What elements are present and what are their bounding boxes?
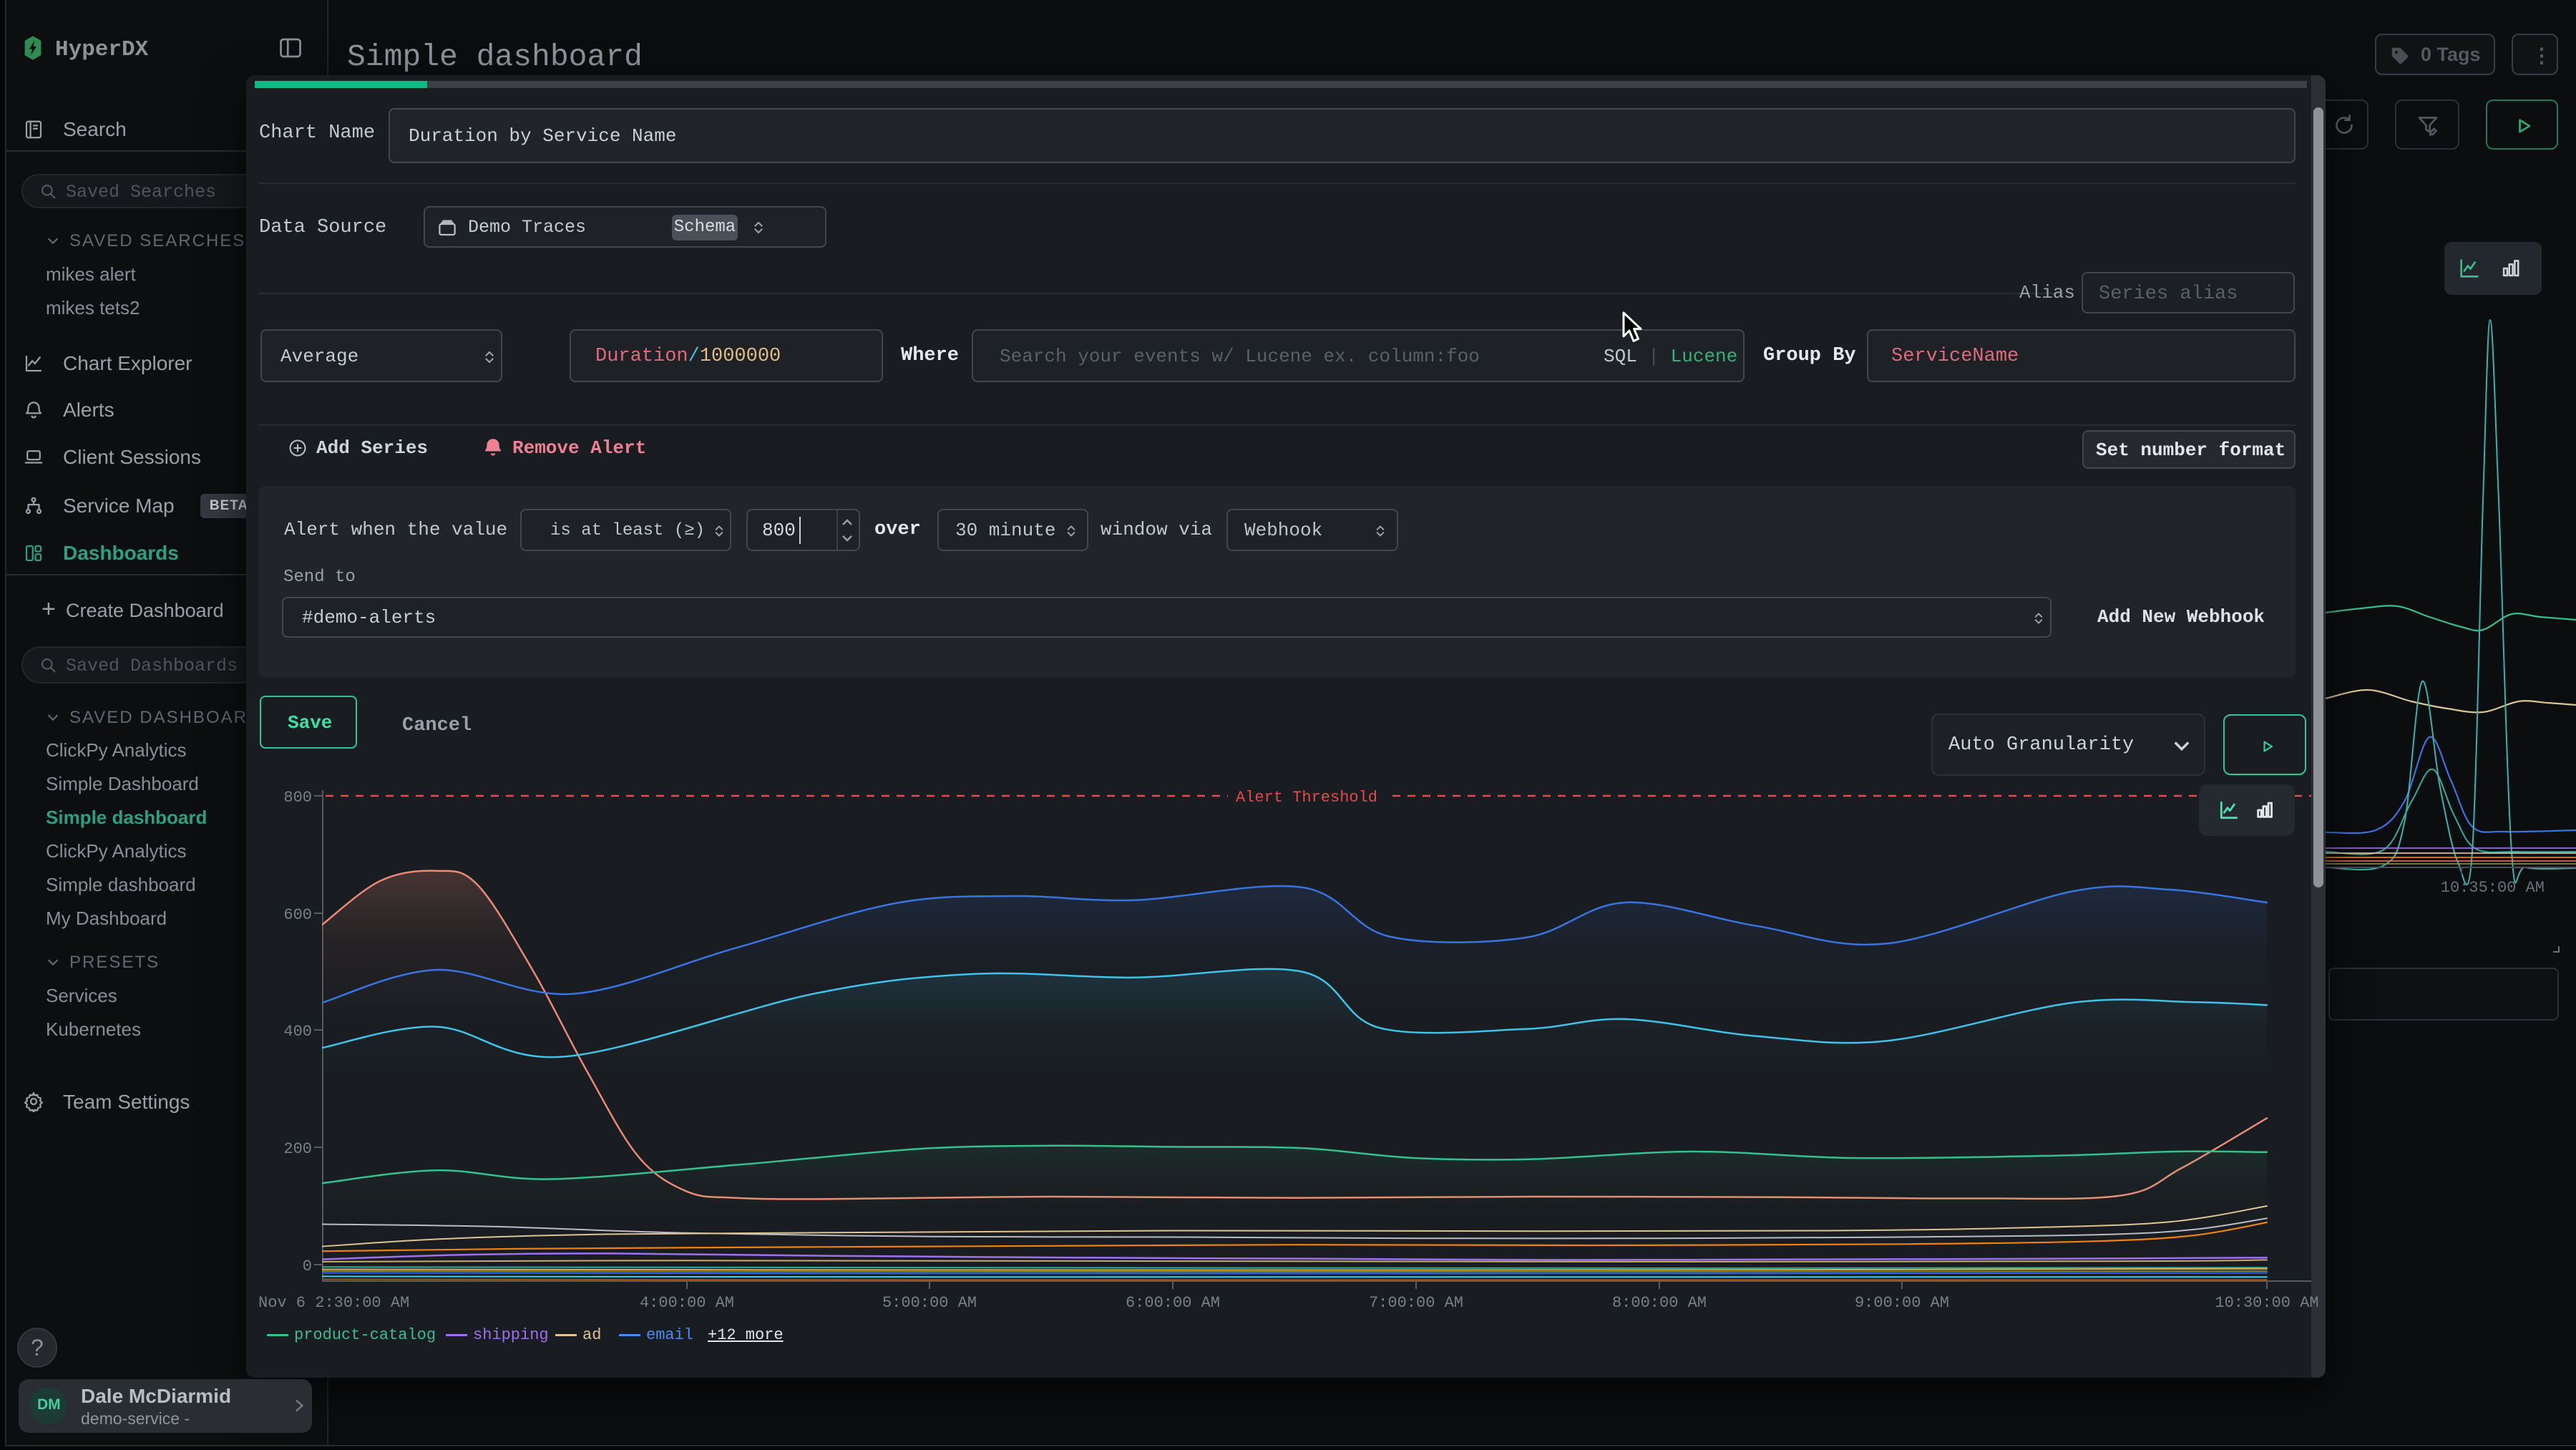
svg-text:7:00:00 AM: 7:00:00 AM [1369,1294,1463,1312]
svg-text:Nov 6 2:30:00 AM: Nov 6 2:30:00 AM [258,1294,409,1312]
svg-text:10:35:00 AM: 10:35:00 AM [2441,879,2545,897]
svg-text:10:30:00 AM: 10:30:00 AM [2215,1294,2318,1312]
svg-text:9:00:00 AM: 9:00:00 AM [1855,1294,1949,1312]
svg-text:800: 800 [283,789,312,807]
svg-text:Alert Threshold: Alert Threshold [1236,789,1377,807]
svg-text:5:00:00 AM: 5:00:00 AM [882,1294,977,1312]
svg-text:0: 0 [303,1257,312,1275]
svg-text:4:00:00 AM: 4:00:00 AM [640,1294,734,1312]
svg-text:6:00:00 AM: 6:00:00 AM [1126,1294,1220,1312]
svg-text:8:00:00 AM: 8:00:00 AM [1612,1294,1707,1312]
svg-text:600: 600 [283,906,312,924]
svg-text:400: 400 [283,1023,312,1041]
svg-text:200: 200 [283,1140,312,1158]
